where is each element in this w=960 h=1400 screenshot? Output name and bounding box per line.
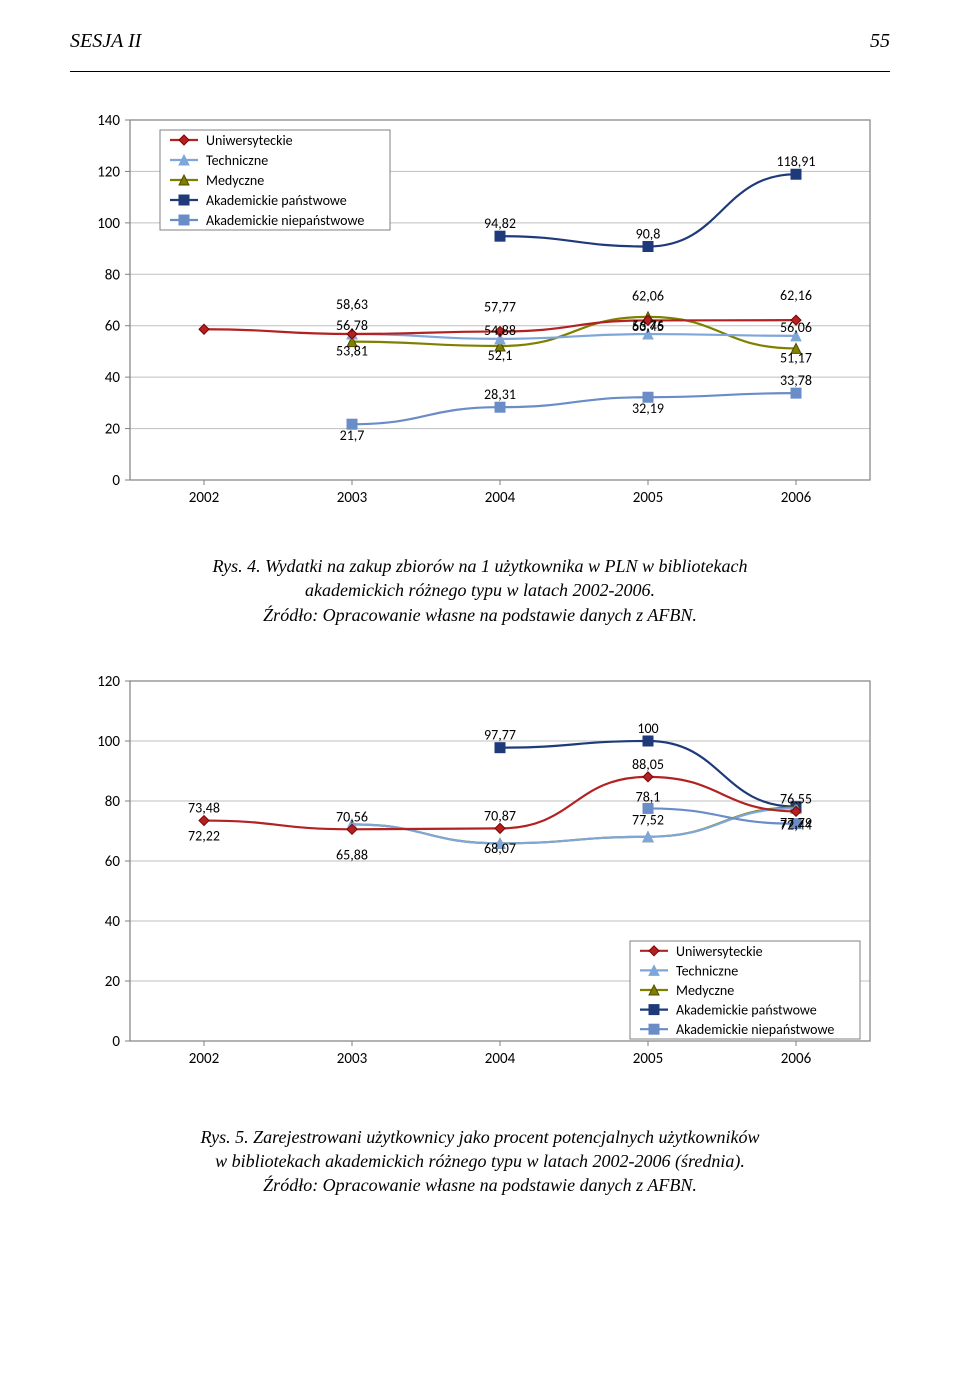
svg-text:80: 80 — [105, 266, 121, 284]
svg-text:Techniczne: Techniczne — [676, 962, 738, 979]
svg-text:52,1: 52,1 — [488, 347, 513, 364]
svg-text:40: 40 — [105, 913, 121, 931]
svg-text:90,8: 90,8 — [636, 226, 661, 243]
svg-text:2005: 2005 — [633, 1050, 663, 1068]
svg-text:20: 20 — [105, 421, 121, 439]
svg-text:80: 80 — [105, 793, 121, 811]
svg-text:76,55: 76,55 — [780, 790, 812, 807]
svg-text:56,06: 56,06 — [780, 319, 812, 336]
svg-text:94,82: 94,82 — [484, 215, 516, 232]
svg-text:2002: 2002 — [189, 489, 219, 507]
svg-text:2004: 2004 — [485, 489, 516, 507]
chart-1: 0 20 40 60 80 100 120 140 2002 2003 2004 2005 2006 58… — [70, 102, 890, 532]
header-rule — [70, 71, 890, 72]
svg-text:2002: 2002 — [189, 1050, 219, 1068]
svg-text:73,48: 73,48 — [188, 799, 220, 816]
svg-text:62,16: 62,16 — [780, 287, 812, 304]
svg-text:0: 0 — [112, 472, 120, 490]
svg-text:33,78: 33,78 — [780, 372, 812, 389]
svg-text:2005: 2005 — [633, 489, 663, 507]
svg-text:Techniczne: Techniczne — [206, 152, 268, 169]
svg-text:60: 60 — [105, 318, 121, 336]
svg-text:100: 100 — [97, 215, 120, 233]
chart-2: 0 20 40 60 80 100 120 2002 2003 2004 2005 2006 73,48… — [70, 663, 890, 1103]
svg-text:2003: 2003 — [337, 1050, 368, 1068]
svg-text:68,07: 68,07 — [484, 840, 516, 857]
svg-text:2006: 2006 — [781, 1050, 812, 1068]
svg-text:57,77: 57,77 — [484, 298, 516, 315]
svg-text:2004: 2004 — [485, 1050, 516, 1068]
svg-text:97,77: 97,77 — [484, 727, 516, 744]
svg-text:100: 100 — [97, 733, 120, 751]
svg-text:40: 40 — [105, 369, 121, 387]
svg-text:2006: 2006 — [781, 489, 812, 507]
svg-text:0: 0 — [112, 1033, 120, 1051]
svg-text:20: 20 — [105, 973, 121, 991]
svg-text:56,78: 56,78 — [336, 317, 368, 334]
svg-text:2003: 2003 — [337, 489, 368, 507]
svg-text:Uniwersyteckie: Uniwersyteckie — [676, 943, 763, 960]
svg-text:60: 60 — [105, 853, 121, 871]
svg-text:21,7: 21,7 — [340, 427, 365, 444]
header-right: 55 — [870, 30, 890, 53]
svg-text:118,91: 118,91 — [777, 153, 816, 170]
svg-text:78,1: 78,1 — [636, 789, 661, 806]
svg-text:Medyczne: Medyczne — [676, 982, 734, 999]
svg-text:120: 120 — [97, 673, 120, 691]
svg-text:58,63: 58,63 — [336, 296, 368, 313]
svg-text:51,17: 51,17 — [780, 349, 812, 366]
svg-text:Medyczne: Medyczne — [206, 172, 264, 189]
svg-text:62,06: 62,06 — [632, 287, 664, 304]
svg-text:100: 100 — [637, 720, 658, 737]
svg-text:70,87: 70,87 — [484, 807, 516, 824]
svg-text:72,22: 72,22 — [188, 827, 220, 844]
svg-text:Uniwersyteckie: Uniwersyteckie — [206, 132, 293, 149]
svg-text:140: 140 — [97, 112, 120, 130]
svg-text:88,05: 88,05 — [632, 756, 664, 773]
svg-text:65,88: 65,88 — [336, 846, 368, 863]
svg-text:77,52: 77,52 — [632, 811, 664, 828]
svg-text:54,88: 54,88 — [484, 322, 516, 339]
svg-text:28,31: 28,31 — [484, 386, 516, 403]
svg-text:77,79: 77,79 — [780, 815, 812, 832]
svg-text:63,45: 63,45 — [632, 318, 664, 335]
svg-text:Akademickie niepaństwowe: Akademickie niepaństwowe — [206, 212, 364, 229]
svg-text:32,19: 32,19 — [632, 400, 664, 417]
svg-text:Akademickie niepaństwowe: Akademickie niepaństwowe — [676, 1021, 834, 1038]
svg-text:120: 120 — [97, 163, 120, 181]
svg-text:Akademickie państwowe: Akademickie państwowe — [676, 1001, 817, 1018]
svg-text:53,81: 53,81 — [336, 343, 368, 360]
caption-2: Rys. 5. Zarejestrowani użytkownicy jako … — [100, 1125, 860, 1198]
caption-1: Rys. 4. Wydatki na zakup zbiorów na 1 uż… — [100, 554, 860, 627]
svg-text:70,56: 70,56 — [336, 808, 368, 825]
svg-text:Akademickie państwowe: Akademickie państwowe — [206, 192, 347, 209]
header-left: SESJA II — [70, 30, 141, 53]
page-header: SESJA II 55 — [70, 30, 890, 53]
